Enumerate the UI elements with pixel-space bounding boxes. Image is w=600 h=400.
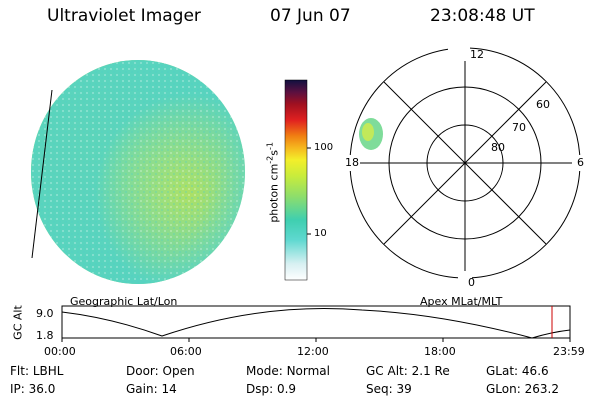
info-mode-key: Mode: (246, 364, 283, 378)
altitude-curve (61, 307, 571, 339)
disk-speckle (31, 60, 245, 284)
colorbar-label-text: photon cm (267, 163, 281, 223)
colorbar-tick-100: 100 (314, 142, 334, 153)
info-glon: GLon: 263.2 (486, 382, 559, 396)
info-gcalt-val: 2.1 Re (411, 364, 450, 378)
info-seq: Seq: 39 (366, 382, 412, 396)
info-gain-key: Gain: (126, 382, 158, 396)
mlt-label-18: 18 (345, 156, 359, 169)
lat-label-70: 70 (512, 121, 526, 134)
altitude-ylabel: GC Alt (11, 305, 25, 340)
info-gain: Gain: 14 (126, 382, 177, 396)
mlt-label-6: 6 (577, 156, 584, 169)
terminator-line (31, 89, 53, 259)
altitude-plot (61, 305, 571, 342)
info-flt-key: Flt: (10, 364, 29, 378)
info-glat: GLat: 46.6 (486, 364, 549, 378)
info-dsp-key: Dsp: (246, 382, 274, 396)
info-gcalt: GC Alt: 2.1 Re (366, 364, 450, 378)
uv-disk-image (31, 60, 245, 284)
colorbar (284, 79, 311, 281)
geo-caption: Geographic Lat/Lon (70, 295, 178, 308)
info-mode-val: Normal (286, 364, 330, 378)
colorbar-label: photon cm-2s-1 (266, 112, 281, 252)
info-mode: Mode: Normal (246, 364, 330, 378)
altitude-ytick-9: 9.0 (36, 307, 54, 320)
colorbar-label-s: s (267, 149, 281, 156)
info-gcalt-key: GC Alt: (366, 364, 408, 378)
altitude-xtick-2359: 23:59 (553, 345, 585, 358)
info-door: Door: Open (126, 364, 195, 378)
altitude-xtick-1200: 12:00 (297, 345, 329, 358)
info-glon-key: GLon: (486, 382, 521, 396)
lat-label-60: 60 (536, 98, 550, 111)
info-ip: IP: 36.0 (10, 382, 55, 396)
altitude-xtick-1800: 18:00 (424, 345, 456, 358)
altitude-ytick-1-8: 1.8 (36, 329, 54, 342)
info-ip-key: IP: (10, 382, 25, 396)
time-label: 23:08:48 UT (430, 6, 535, 26)
mlt-label-0: 0 (468, 276, 475, 289)
info-glon-val: 263.2 (524, 382, 559, 396)
info-door-val: Open (162, 364, 195, 378)
info-ip-val: 36.0 (28, 382, 56, 396)
altitude-frame (61, 305, 571, 339)
info-door-key: Door: (126, 364, 159, 378)
altitude-xtick-0000: 00:00 (44, 345, 76, 358)
info-dsp-val: 0.9 (276, 382, 297, 396)
colorbar-tick-10: 10 (314, 228, 327, 239)
colorbar-label-exp1: -2 (265, 155, 275, 164)
info-flt-val: LBHL (32, 364, 64, 378)
colorbar-label-exp2: -1 (265, 142, 275, 150)
info-gain-val: 14 (161, 382, 177, 396)
altitude-xtick-0600: 06:00 (170, 345, 202, 358)
mlt-label-12: 12 (470, 48, 484, 61)
instrument-title: Ultraviolet Imager (47, 6, 201, 26)
info-glat-key: GLat: (486, 364, 519, 378)
polar-plot (340, 47, 586, 285)
info-seq-val: 39 (396, 382, 412, 396)
date-label: 07 Jun 07 (270, 6, 351, 26)
info-dsp: Dsp: 0.9 (246, 382, 296, 396)
info-flt: Flt: LBHL (10, 364, 63, 378)
lat-label-80: 80 (491, 141, 505, 154)
apex-caption: Apex MLat/MLT (420, 295, 503, 308)
polar-diag-2 (383, 81, 547, 245)
aurora-blob-core (362, 123, 374, 141)
info-glat-val: 46.6 (521, 364, 549, 378)
info-seq-key: Seq: (366, 382, 393, 396)
